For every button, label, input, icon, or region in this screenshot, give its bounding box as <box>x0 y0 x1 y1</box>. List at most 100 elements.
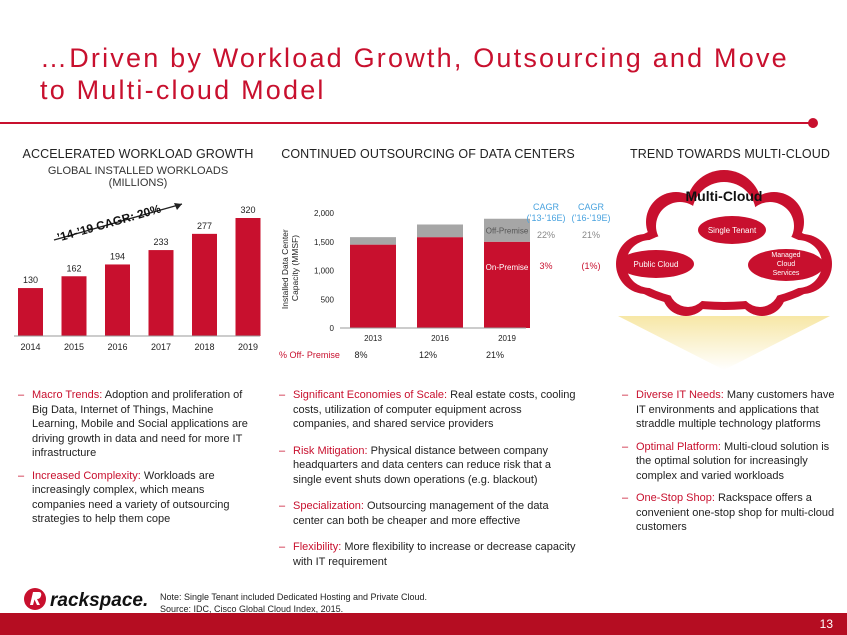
middle-section-heading: CONTINUED OUTSOURCING OF DATA CENTERS <box>281 147 575 161</box>
funnel-arrow-icon <box>618 316 830 370</box>
footnote-line-2: Source: IDC, Cisco Global Cloud Index, 2… <box>160 603 344 614</box>
off-premise-percent-value: 21% <box>486 350 504 360</box>
workload-bar <box>61 276 87 336</box>
off-premise-percent-value: 12% <box>419 350 437 360</box>
workload-x-tick-label: 2016 <box>107 342 127 352</box>
workload-bar-value-label: 130 <box>23 275 38 285</box>
bullet-text: More flexibility to increase or decrease… <box>293 541 576 568</box>
public-cloud-label: Public Cloud <box>634 260 679 269</box>
dc-on-premise-bar <box>417 237 463 328</box>
bullet-item: – Specialization: Outsourcing management… <box>279 499 579 528</box>
bullet-highlight: Macro Trends: <box>32 389 103 401</box>
bullet-highlight: Specialization: <box>293 500 364 512</box>
bullet-dash: – <box>279 541 286 553</box>
left-section-heading: ACCELERATED WORKLOAD GROWTH <box>22 147 254 161</box>
bullet-highlight: Significant Economies of Scale: <box>293 389 448 401</box>
multi-cloud-title: Multi-Cloud <box>686 188 763 204</box>
managed-cloud-ellipse <box>748 249 824 281</box>
rackspace-logo-text: rackspace. <box>50 590 148 611</box>
footnote: Note: Single Tenant included Dedicated H… <box>160 592 427 615</box>
middle-bullets: – Significant Economies of Scale: Real e… <box>279 388 579 581</box>
dc-x-tick-label: 2016 <box>431 334 449 343</box>
bullet-dash: – <box>622 492 629 504</box>
off-premise-percent-value: 8% <box>354 350 367 360</box>
workload-x-tick-label: 2018 <box>194 342 214 352</box>
bullet-text: Many customers have IT environments and … <box>636 389 835 430</box>
bullet-item: – Macro Trends: Adoption and proliferati… <box>18 388 258 461</box>
bullet-text: Multi-cloud solution is the optimal solu… <box>636 440 830 482</box>
bullet-dash: – <box>18 469 25 482</box>
dc-y-tick-label: 1,500 <box>314 238 335 247</box>
right-section-heading: TREND TOWARDS MULTI-CLOUD <box>630 147 830 161</box>
dc-x-tick-label: 2019 <box>498 334 516 343</box>
bullet-dash: – <box>622 389 629 401</box>
bullet-highlight: Diverse IT Needs: <box>636 389 724 401</box>
cagr-arrowhead <box>174 203 182 210</box>
bullet-item: – Risk Mitigation: Physical distance bet… <box>279 444 579 488</box>
managed-cloud-label-line3: Services <box>773 270 800 277</box>
bullet-text: Adoption and proliferation of Big Data, … <box>32 389 248 459</box>
bullet-highlight: One-Stop Shop: <box>636 492 715 504</box>
footer-bar: 13 <box>0 613 847 635</box>
cagr-header-2-line2: (’16-’19E) <box>571 213 610 223</box>
single-tenant-ellipse <box>698 216 766 244</box>
bullet-highlight: Increased Complexity: <box>32 469 141 482</box>
bullet-item: – Significant Economies of Scale: Real e… <box>279 388 579 432</box>
slide-title: …Driven by Workload Growth, Outsourcing … <box>40 43 789 105</box>
bullet-text: Real estate costs, cooling costs, utiliz… <box>293 389 576 430</box>
bullet-highlight: Risk Mitigation: <box>293 444 368 457</box>
workload-bar-value-label: 194 <box>110 251 125 261</box>
dc-off-premise-bar <box>484 218 530 242</box>
page-number: 13 <box>819 617 833 631</box>
cagr-off-premise-2: 21% <box>582 230 600 240</box>
workload-x-tick-label: 2017 <box>151 342 171 352</box>
title-divider <box>0 122 812 124</box>
bullet-item: – Diverse IT Needs: Many customers have … <box>622 388 842 432</box>
title-divider-dot <box>808 118 818 128</box>
bullet-dash: – <box>279 389 286 401</box>
workload-bar-value-label: 162 <box>66 263 81 273</box>
workload-bar <box>18 288 43 336</box>
cagr-header-1-line2: (’13-’16E) <box>526 213 565 223</box>
workload-bar-value-label: 277 <box>197 221 212 231</box>
dc-y-tick-label: 500 <box>321 295 335 304</box>
dc-y-tick-label: 2,000 <box>314 209 335 218</box>
dc-y-tick-label: 0 <box>330 324 335 333</box>
bullet-item: – Flexibility: More flexibility to incre… <box>279 540 579 569</box>
workload-bar-value-label: 233 <box>153 237 168 247</box>
cagr-label: ’14-’19 CAGR: 20% <box>55 202 162 245</box>
dc-off-premise-bar <box>350 237 396 245</box>
bullet-item: – Optimal Platform: Multi-cloud solution… <box>622 440 842 484</box>
bullet-item: – Increased Complexity: Workloads are in… <box>18 469 258 527</box>
bullet-highlight: Optimal Platform: <box>636 440 721 453</box>
bullet-dash: – <box>622 440 629 453</box>
workload-bar <box>148 250 174 336</box>
dc-on-premise-bar <box>484 241 530 328</box>
off-premise-series-label: Off-Premise <box>486 226 529 235</box>
dc-on-premise-bar <box>350 244 396 328</box>
y-axis-label-line2: Capacity (MMSF) <box>290 235 300 301</box>
workload-bar-value-label: 320 <box>240 205 255 215</box>
y-axis-label-line1: Installed Data Center <box>280 229 290 309</box>
multi-cloud-diagram: Multi-Cloud Single Tenant Public Cloud M… <box>616 170 832 370</box>
cagr-on-premise-2: (1%) <box>581 261 600 271</box>
cagr-on-premise-1: 3% <box>539 261 552 271</box>
dc-y-tick-label: 1,000 <box>314 267 335 276</box>
cagr-header-2-line1: CAGR <box>578 202 605 212</box>
bullet-text: Workloads are increasingly complex, whic… <box>32 469 230 526</box>
dc-x-tick-label: 2013 <box>364 334 382 343</box>
workload-bar <box>235 218 261 336</box>
bullet-text: Physical distance between company headqu… <box>293 444 552 486</box>
footnote-line-1: Note: Single Tenant included Dedicated H… <box>160 592 428 602</box>
dc-off-premise-bar <box>417 224 463 238</box>
on-premise-series-label: On-Premise <box>486 263 529 272</box>
workload-bar <box>105 264 130 336</box>
bullet-dash: – <box>18 389 25 401</box>
workload-bar <box>192 233 217 336</box>
left-section-subheading: GLOBAL INSTALLED WORKLOADS (MILLIONS) <box>47 165 229 189</box>
workload-x-tick-label: 2014 <box>20 342 40 352</box>
public-cloud-ellipse <box>618 250 694 278</box>
bullet-item: – One-Stop Shop: Rackspace offers a conv… <box>622 491 842 535</box>
cagr-off-premise-1: 22% <box>537 230 555 240</box>
bullet-text: Outsourcing management of the data cente… <box>293 500 549 527</box>
